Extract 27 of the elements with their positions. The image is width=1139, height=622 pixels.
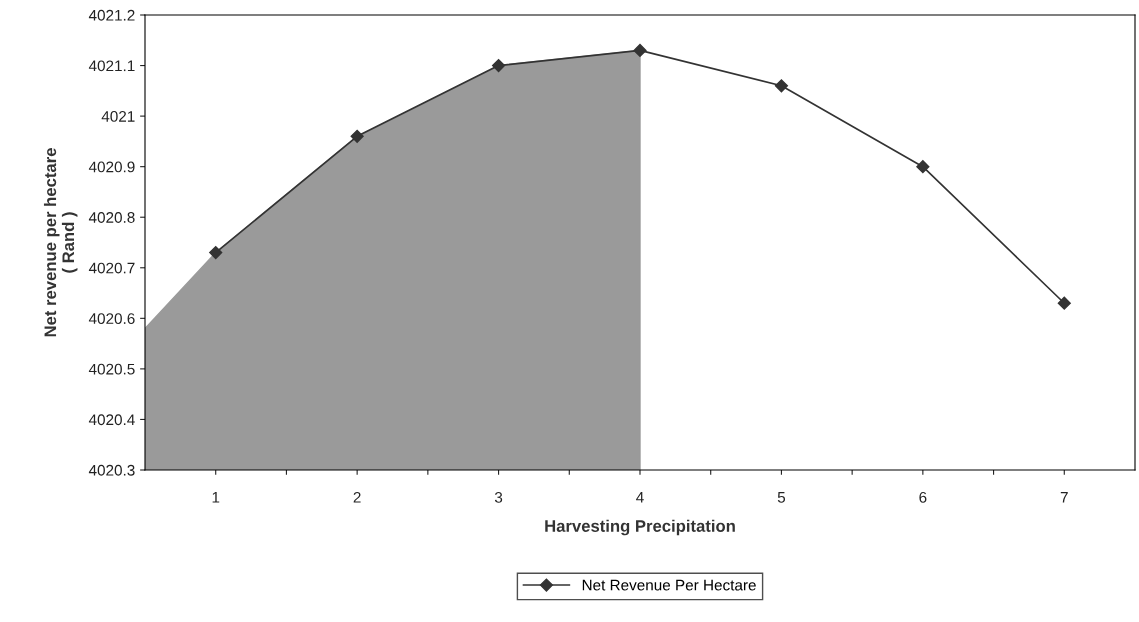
x-axis-title: Harvesting Precipitation bbox=[545, 519, 735, 536]
y-tick-label: 4020.7 bbox=[88, 262, 135, 274]
y-tick-label: 4020.4 bbox=[88, 414, 135, 426]
y-tick-label: 4020.3 bbox=[88, 464, 135, 476]
y-axis-title: Net revenue per hectare ( Rand ) bbox=[43, 148, 78, 337]
point bbox=[491, 58, 506, 73]
x-tick-label: 7 bbox=[1060, 492, 1068, 503]
y-tick-label: 4020.8 bbox=[88, 212, 135, 223]
y-tick-label: 4020.9 bbox=[88, 161, 135, 173]
point bbox=[209, 246, 223, 260]
x-tick-label: 2 bbox=[353, 491, 361, 503]
x-tick-label: 5 bbox=[777, 492, 786, 503]
y-tick-label: 4021.1 bbox=[88, 60, 135, 72]
x-tick-label: 1 bbox=[212, 492, 220, 503]
legend-label: Net Revenue Per Hectare bbox=[582, 579, 756, 591]
x-tick-label: 6 bbox=[919, 491, 927, 503]
y-tick-label: 4020.6 bbox=[88, 313, 135, 325]
point bbox=[774, 79, 789, 93]
y-tick-label: 4021.2 bbox=[88, 9, 135, 21]
point bbox=[633, 43, 647, 57]
y-tick-label: 4021 bbox=[101, 110, 135, 122]
y-tick-label: 4020.5 bbox=[88, 363, 135, 375]
x-tick-label: 3 bbox=[494, 491, 503, 503]
point bbox=[350, 129, 364, 143]
point bbox=[916, 160, 930, 174]
point bbox=[1057, 296, 1071, 310]
x-tick-label: 4 bbox=[636, 492, 644, 503]
